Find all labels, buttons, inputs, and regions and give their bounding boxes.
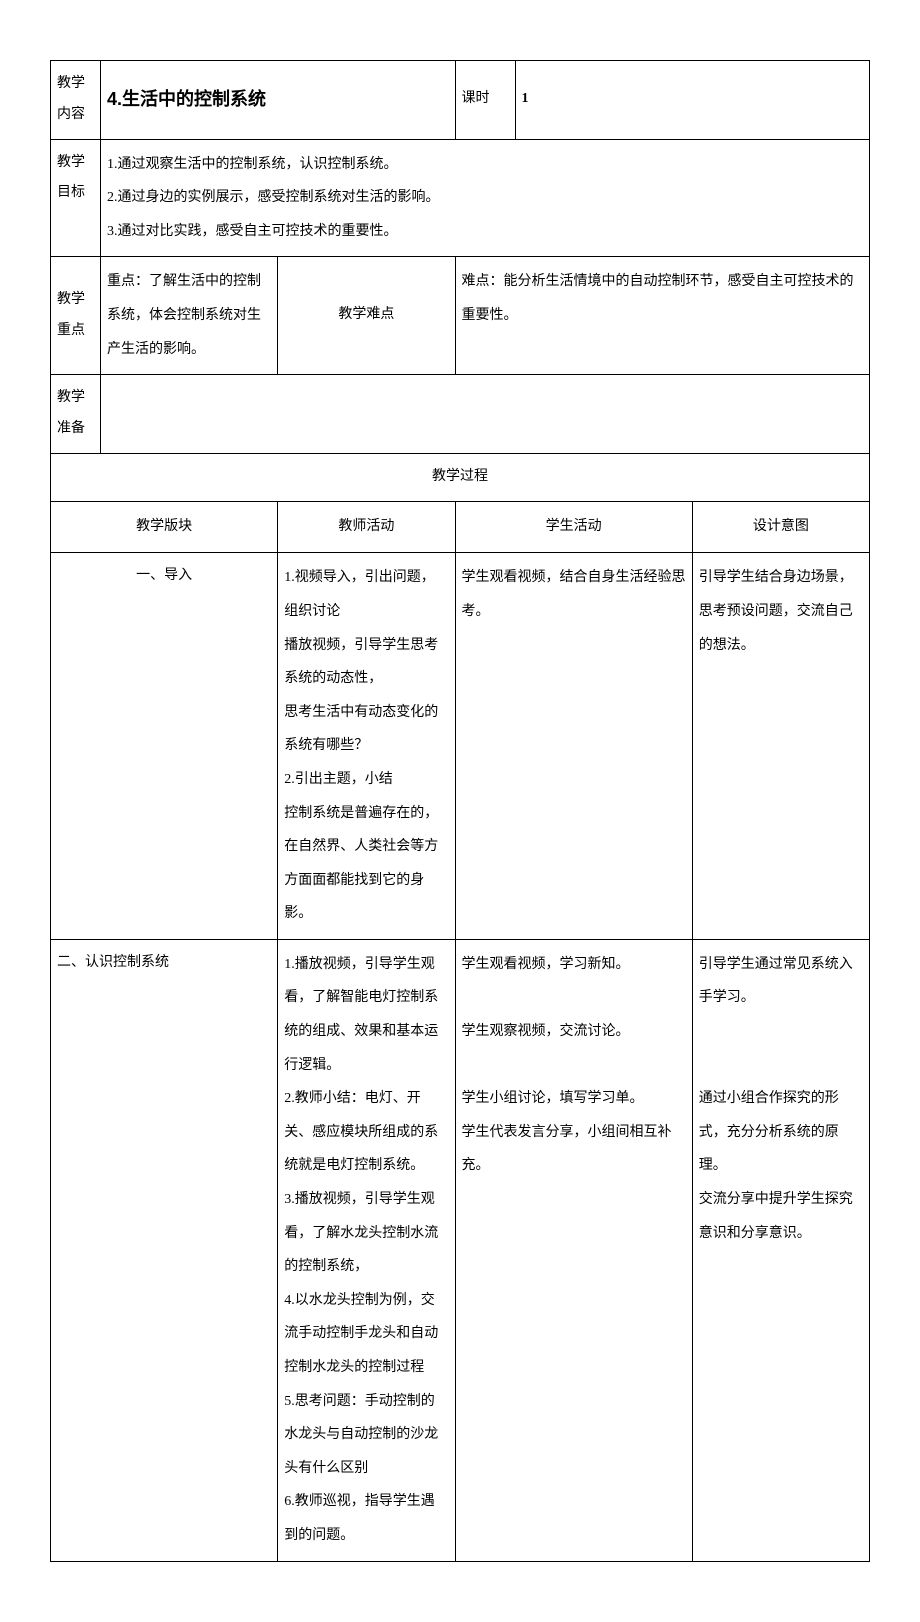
- lesson-plan-table: 教学内容 4.生活中的控制系统 课时 1 教学目标 1.通过观察生活中的控制系统…: [50, 60, 870, 1562]
- row1-intent: 引导学生结合身边场景，思考预设问题，交流自己的想法。: [692, 553, 869, 940]
- period-label: 课时: [455, 61, 515, 140]
- objective-line-2: 2.通过身边的实例展示，感受控制系统对生活的影响。: [107, 181, 863, 215]
- content-label: 教学内容: [51, 61, 101, 140]
- objective-label: 教学目标: [51, 139, 101, 257]
- row1-teacher: 1.视频导入，引出问题，组织讨论 播放视频，引导学生思考系统的动态性， 思考生活…: [278, 553, 455, 940]
- objective-line-3: 3.通过对比实践，感受自主可控技术的重要性。: [107, 215, 863, 249]
- process-label: 教学过程: [51, 453, 870, 501]
- prep-label: 教学准备: [51, 375, 101, 454]
- row2-teacher: 1.播放视频，引导学生观看，了解智能电灯控制系统的组成、效果和基本运行逻辑。 2…: [278, 939, 455, 1561]
- difficulty-label: 教学难点: [278, 257, 455, 375]
- difficulty-text: 难点：能分析生活情境中的自动控制环节，感受自主可控技术的重要性。: [455, 257, 870, 375]
- row2-student: 学生观看视频，学习新知。 学生观察视频，交流讨论。 学生小组讨论，填写学习单。 …: [455, 939, 692, 1561]
- col-student-header: 学生活动: [455, 501, 692, 553]
- row2-block: 二、认识控制系统: [51, 939, 278, 1561]
- col-intent-header: 设计意图: [692, 501, 869, 553]
- table-row: 二、认识控制系统 1.播放视频，引导学生观看，了解智能电灯控制系统的组成、效果和…: [51, 939, 870, 1561]
- prep-cell: [101, 375, 870, 454]
- col-teacher-header: 教师活动: [278, 501, 455, 553]
- table-row: 一、导入 1.视频导入，引出问题，组织讨论 播放视频，引导学生思考系统的动态性，…: [51, 553, 870, 940]
- period-value: 1: [515, 61, 870, 140]
- row2-intent: 引导学生通过常见系统入手学习。 通过小组合作探究的形式，充分分析系统的原理。 交…: [692, 939, 869, 1561]
- objective-cell: 1.通过观察生活中的控制系统，认识控制系统。 2.通过身边的实例展示，感受控制系…: [101, 139, 870, 257]
- lesson-title: 4.生活中的控制系统: [107, 89, 266, 109]
- lesson-title-cell: 4.生活中的控制系统: [101, 61, 456, 140]
- col-block-header: 教学版块: [51, 501, 278, 553]
- focus-text: 重点：了解生活中的控制系统，体会控制系统对生产生活的影响。: [101, 257, 278, 375]
- objective-line-1: 1.通过观察生活中的控制系统，认识控制系统。: [107, 148, 863, 182]
- focus-label: 教学重点: [51, 257, 101, 375]
- row1-student: 学生观看视频，结合自身生活经验思考。: [455, 553, 692, 940]
- row1-block: 一、导入: [51, 553, 278, 940]
